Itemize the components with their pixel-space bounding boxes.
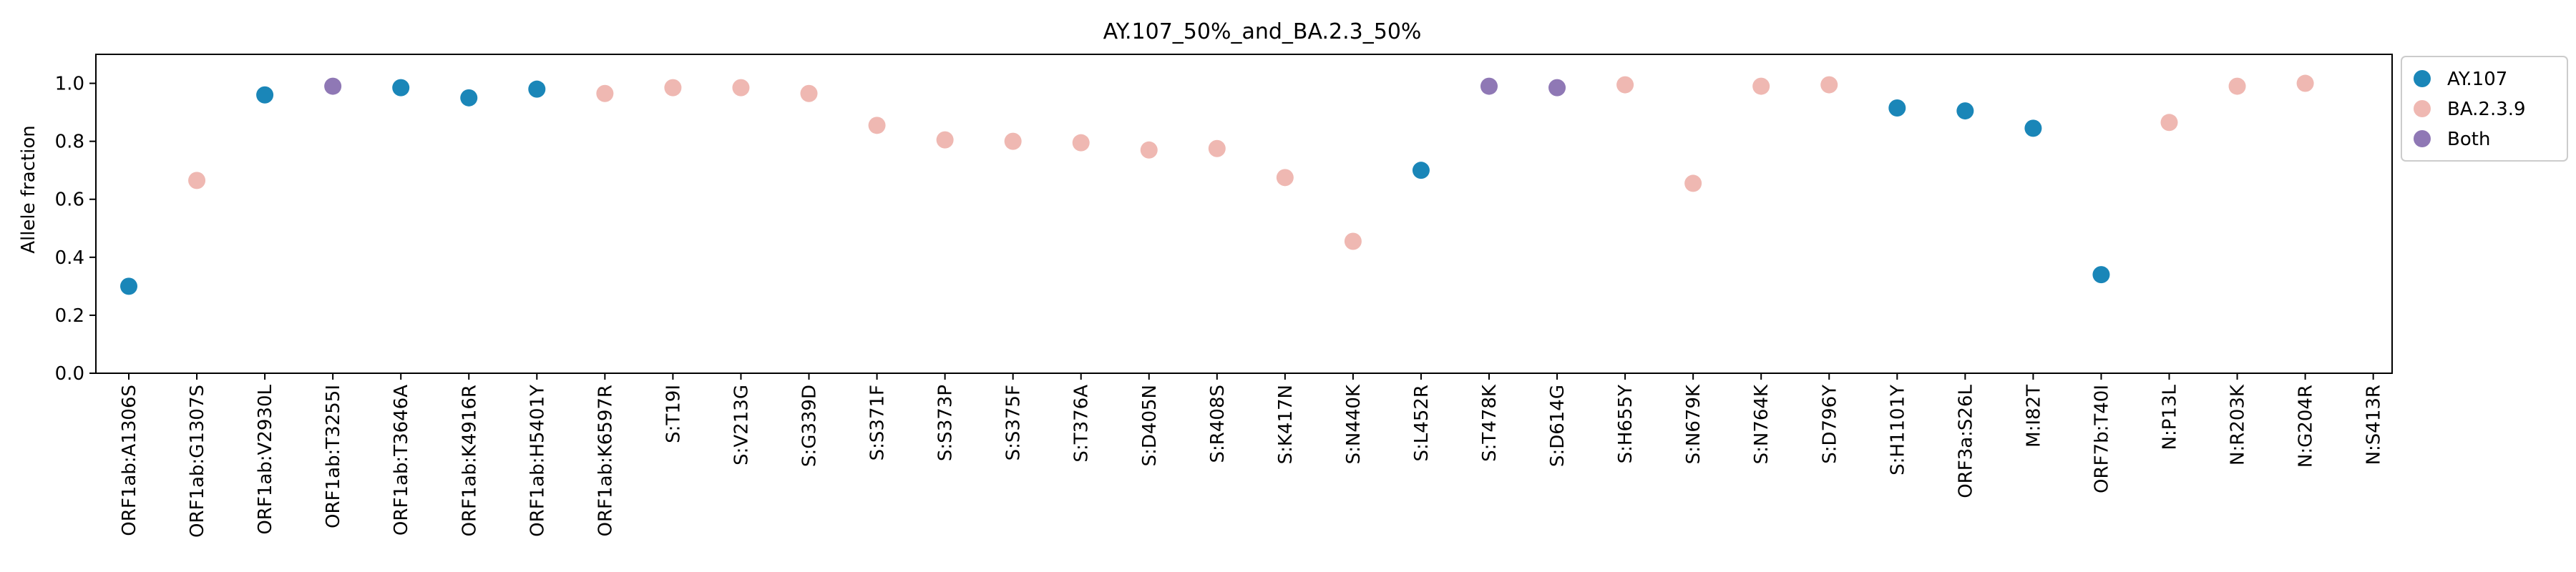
x-tick-label: S:V213G	[731, 385, 752, 465]
y-axis-ticks: 0.0 0.2 0.4 0.6 0.8 1.0	[55, 74, 96, 385]
data-point	[528, 80, 546, 98]
x-tick-label: S:T376A	[1071, 385, 1093, 463]
x-tick-label: ORF1ab:K4916R	[459, 385, 480, 537]
data-point	[1004, 132, 1022, 150]
legend-marker	[2414, 100, 2431, 117]
data-point	[732, 79, 750, 97]
data-point	[1072, 134, 1090, 152]
data-point	[868, 117, 886, 134]
data-point	[1140, 141, 1158, 159]
data-point	[1752, 77, 1770, 95]
x-tick-label: N:R203K	[2228, 384, 2249, 465]
x-tick-label: S:G339D	[799, 385, 821, 467]
data-point	[460, 89, 478, 107]
y-tick-label: 0.8	[55, 132, 84, 153]
data-point	[1684, 174, 1702, 192]
x-tick-label: N:S413R	[2363, 385, 2385, 465]
data-point	[1412, 162, 1430, 179]
data-point	[1616, 76, 1634, 94]
data-point	[1548, 79, 1566, 97]
x-tick-label: S:D405N	[1139, 385, 1161, 466]
x-tick-label: ORF1ab:T3255I	[323, 385, 344, 528]
legend-label: AY.107	[2447, 69, 2507, 90]
plot-frame	[95, 54, 2393, 374]
data-point	[1480, 77, 1498, 95]
data-points	[120, 74, 2314, 295]
x-tick-label: ORF1ab:T3646A	[391, 385, 412, 536]
data-point	[2092, 266, 2110, 284]
data-point	[596, 84, 614, 102]
chart-title: AY.107_50%_and_BA.2.3_50%	[1103, 19, 1422, 44]
x-tick-label: S:S373P	[935, 385, 957, 461]
x-axis-ticks: ORF1ab:A1306S ORF1ab:G1307S ORF1ab:V2930L O…	[119, 373, 2385, 538]
x-tick-label: S:N679K	[1683, 384, 1704, 464]
data-point	[1344, 232, 1362, 250]
data-point	[1820, 76, 1838, 94]
x-tick-label: M:I82T	[2023, 385, 2044, 448]
data-point	[188, 172, 206, 189]
x-tick-label: ORF1ab:A1306S	[119, 385, 140, 536]
legend-label: BA.2.3.9	[2447, 99, 2526, 120]
x-tick-label: S:S371F	[867, 385, 889, 460]
data-point	[1956, 102, 1974, 120]
data-point	[1888, 99, 1906, 117]
data-point	[2228, 77, 2246, 95]
x-tick-label: S:N440K	[1343, 384, 1365, 464]
data-point	[1208, 139, 1226, 157]
data-point	[800, 84, 818, 102]
data-point	[2296, 74, 2314, 92]
legend-marker	[2414, 130, 2431, 147]
y-tick-label: 0.2	[55, 305, 84, 327]
x-tick-label: S:D614G	[1547, 385, 1568, 467]
x-tick-label: ORF7b:T40I	[2091, 385, 2112, 493]
y-axis-label: Allele fraction	[18, 125, 39, 254]
x-tick-label: S:T19I	[663, 385, 684, 443]
legend-frame	[2401, 56, 2568, 162]
x-tick-label: S:H655Y	[1615, 385, 1636, 463]
x-tick-label: ORF1ab:V2930L	[255, 384, 276, 534]
data-point	[936, 131, 954, 149]
legend-marker	[2414, 70, 2431, 87]
data-point	[324, 77, 342, 95]
x-tick-label: S:N764K	[1751, 384, 1772, 464]
x-tick-label: S:L452R	[1411, 385, 1433, 461]
y-tick-label: 0.6	[55, 189, 84, 211]
data-point	[392, 79, 410, 97]
x-tick-label: S:K417N	[1275, 385, 1297, 464]
data-point	[1276, 169, 1294, 187]
data-point	[2024, 119, 2042, 137]
x-tick-label: ORF1ab:G1307S	[187, 385, 208, 538]
data-point	[256, 86, 274, 104]
x-tick-label: N:P13L	[2160, 384, 2181, 450]
x-tick-label: ORF1ab:H5401Y	[527, 385, 548, 537]
legend: AY.107 BA.2.3.9 Both	[2401, 56, 2568, 162]
y-tick-label: 1.0	[55, 74, 84, 95]
x-tick-label: N:G204R	[2296, 385, 2317, 468]
data-point	[664, 79, 682, 97]
x-tick-label: S:S375F	[1003, 385, 1025, 460]
legend-label: Both	[2447, 129, 2490, 150]
x-tick-label: ORF1ab:K6597R	[595, 385, 616, 537]
y-tick-label: 0.0	[55, 363, 84, 385]
x-tick-label: S:T478K	[1479, 384, 1501, 462]
x-tick-label: S:D796Y	[1819, 385, 1840, 464]
x-tick-label: ORF3a:S26L	[1955, 384, 1976, 498]
data-point	[2160, 114, 2178, 132]
y-tick-label: 0.4	[55, 247, 84, 269]
x-tick-label: S:H1101Y	[1887, 385, 1908, 475]
data-point	[120, 277, 137, 295]
x-tick-label: S:R408S	[1207, 385, 1229, 463]
